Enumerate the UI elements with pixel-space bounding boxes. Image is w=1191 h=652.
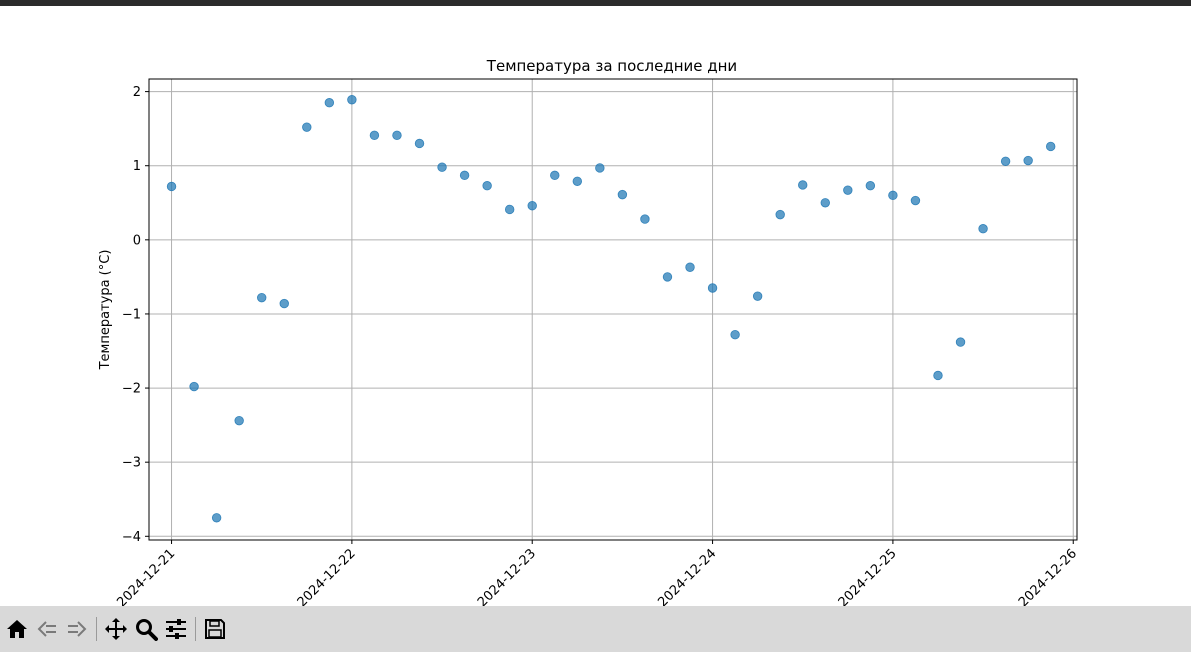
data-point	[1023, 155, 1033, 166]
y-tick-label: −4	[122, 530, 141, 545]
data-point	[955, 337, 966, 347]
data-point	[437, 162, 447, 172]
data-points	[166, 95, 1056, 523]
navigation-toolbar	[0, 606, 1191, 652]
zoom-icon	[136, 619, 158, 641]
data-point	[1046, 141, 1056, 152]
data-point	[685, 262, 695, 272]
data-point	[1000, 156, 1011, 166]
zoom-button[interactable]	[133, 615, 159, 643]
data-point	[865, 181, 876, 191]
data-point	[617, 189, 628, 200]
x-axis-ticks: 2024-12-21 2024-12-22 2024-12-23 2024-12-24…	[114, 540, 1080, 606]
x-tick-label: 2024-12-24	[655, 546, 719, 606]
configure-subplots-icon	[166, 619, 186, 639]
data-point	[347, 95, 357, 105]
data-point	[482, 181, 492, 191]
grid	[149, 79, 1077, 540]
plot-area	[148, 78, 1078, 541]
x-tick-label: 2024-12-22	[295, 546, 359, 606]
configure-subplots-button[interactable]	[163, 615, 189, 643]
chart: Температура за последние дни 2 1 0 −1 −2 −3 −4…	[98, 57, 1080, 606]
data-point	[166, 181, 177, 192]
data-point	[820, 198, 830, 208]
save-button[interactable]	[202, 615, 228, 643]
data-point	[369, 130, 380, 141]
data-point	[978, 224, 988, 234]
toolbar-separator	[96, 617, 97, 641]
y-axis-label: Температура (°C)	[98, 250, 113, 371]
x-tick-label: 2024-12-25	[836, 546, 900, 606]
y-tick-label: 0	[133, 233, 141, 248]
x-tick-label: 2024-12-21	[114, 546, 178, 606]
data-point	[459, 170, 470, 181]
window-top-strip	[0, 0, 1191, 6]
data-point	[910, 195, 921, 206]
data-point	[234, 415, 244, 426]
y-tick-label: −2	[122, 382, 141, 397]
x-tick-label: 2024-12-26	[1016, 546, 1080, 606]
data-point	[662, 272, 673, 282]
data-point	[302, 122, 312, 132]
data-point	[189, 381, 199, 392]
chart-title: Температура за последние дни	[486, 57, 737, 75]
home-icon	[7, 620, 27, 638]
data-point	[211, 513, 222, 523]
data-point	[257, 292, 267, 303]
data-point	[888, 190, 898, 201]
data-point	[730, 329, 740, 340]
pan-icon	[105, 618, 127, 640]
data-point	[843, 185, 853, 195]
x-tick-label: 2024-12-23	[475, 546, 539, 606]
y-tick-label: −1	[122, 307, 141, 322]
y-tick-label: 2	[133, 85, 141, 100]
data-point	[527, 201, 537, 211]
forward-icon	[68, 621, 87, 637]
data-point	[324, 98, 335, 108]
data-point	[707, 283, 718, 293]
data-point	[572, 176, 583, 186]
data-point	[640, 214, 650, 224]
data-point	[392, 130, 402, 141]
data-point	[504, 204, 515, 215]
pan-button[interactable]	[103, 615, 129, 643]
y-axis-ticks: 2 1 0 −1 −2 −3 −4	[122, 85, 149, 545]
data-point	[550, 170, 560, 181]
data-point	[775, 209, 785, 220]
data-point	[414, 138, 425, 149]
y-tick-label: −3	[122, 456, 141, 471]
toolbar-separator	[195, 617, 196, 641]
data-point	[752, 291, 763, 301]
y-tick-label: 1	[133, 159, 141, 174]
back-icon	[37, 621, 56, 637]
data-point	[279, 298, 289, 309]
forward-button[interactable]	[64, 615, 90, 643]
back-button[interactable]	[34, 615, 60, 643]
data-point	[595, 163, 605, 173]
save-icon	[205, 619, 225, 639]
home-button[interactable]	[4, 615, 30, 643]
data-point	[798, 180, 808, 190]
data-point	[933, 370, 943, 381]
